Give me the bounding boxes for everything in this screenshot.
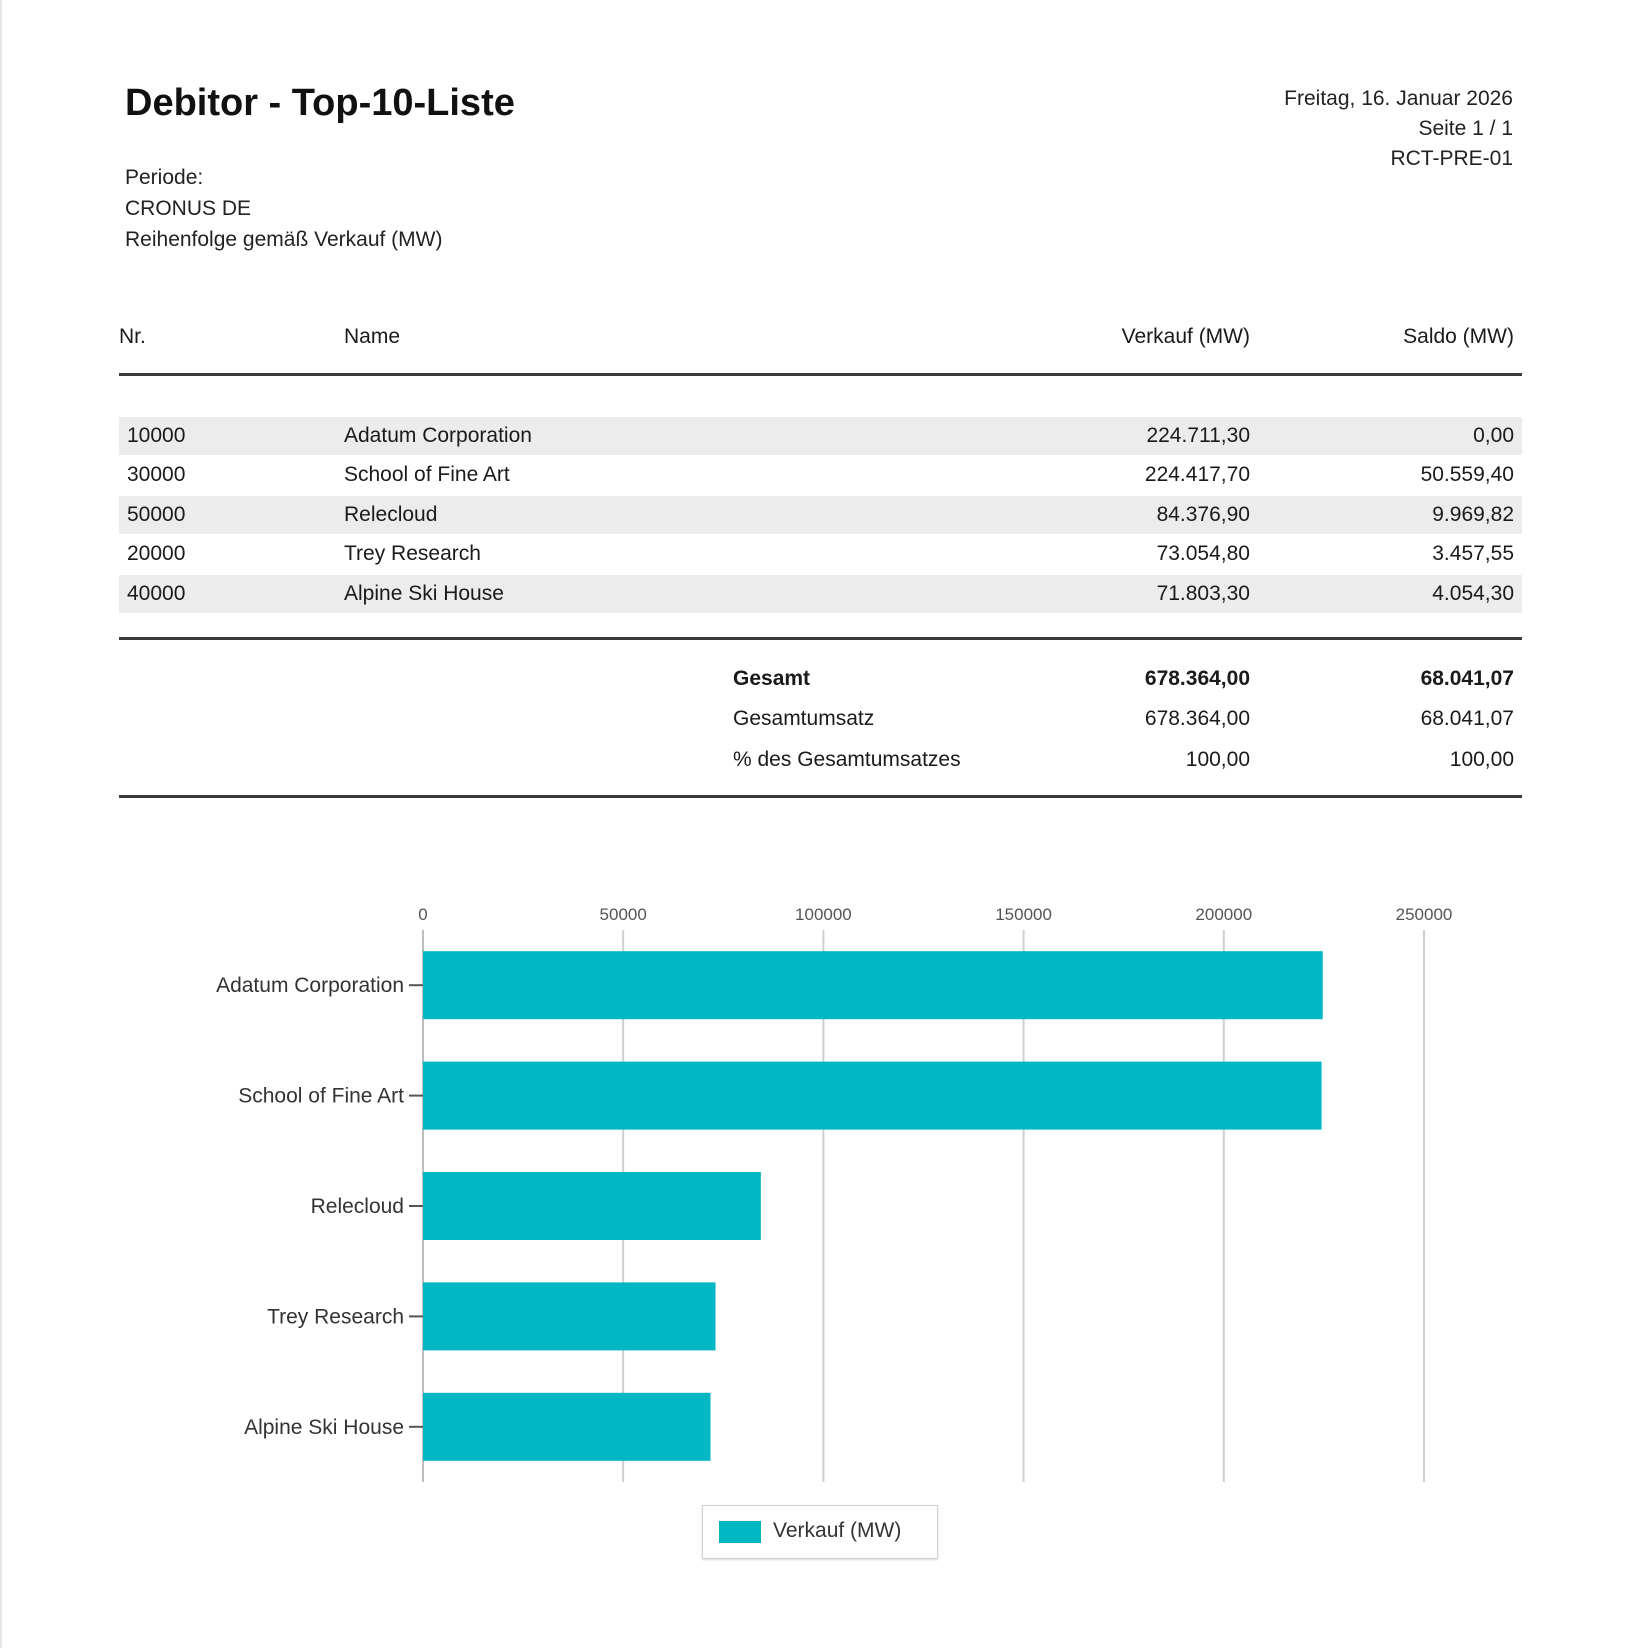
row-nr: 30000 [127, 463, 186, 486]
row-sales: 224.711,30 [1146, 424, 1250, 447]
page-number: Seite 1 / 1 [1418, 117, 1513, 140]
total-balance: 68.041,07 [1420, 667, 1514, 690]
y-category-label: School of Fine Art [238, 1085, 404, 1108]
bar [423, 951, 1323, 1020]
row-balance: 9.969,82 [1432, 503, 1514, 526]
row-balance: 3.457,55 [1432, 542, 1514, 565]
y-category-label: Trey Research [267, 1305, 404, 1328]
bar [423, 1392, 711, 1461]
row-nr: 40000 [127, 582, 186, 605]
header-nr: Nr. [119, 325, 146, 348]
sort-order: Reihenfolge gemäß Verkauf (MW) [125, 228, 443, 251]
row-sales: 84.376,90 [1156, 503, 1250, 526]
row-name: Alpine Ski House [344, 582, 504, 605]
rows-rule [119, 637, 1522, 640]
y-category-label: Adatum Corporation [216, 974, 404, 997]
percent-sales: 100,00 [1185, 748, 1250, 771]
totals-rule [119, 795, 1522, 798]
table-row: 50000 Relecloud 84.376,90 9.969,82 [119, 496, 1522, 534]
header-name: Name [344, 325, 401, 348]
chart-legend: Verkauf (MW) [702, 1505, 938, 1559]
x-tick-label: 50000 [600, 905, 647, 924]
row-sales: 73.054,80 [1156, 542, 1250, 565]
report-meta-left: Periode: CRONUS DE Reihenfolge gemäß Ver… [125, 162, 442, 255]
page-edge [0, 0, 2, 1648]
company-name: CRONUS DE [125, 197, 252, 220]
table-header: Nr. Name Verkauf (MW) Saldo (MW) [119, 325, 1522, 357]
turnover-sales: 678.364,00 [1144, 707, 1250, 730]
totals-row-percent: % des Gesamtumsatzes 100,00 100,00 [119, 748, 1522, 782]
row-sales: 224.417,70 [1144, 463, 1250, 486]
sales-bar-chart: 0 50000 100000 150000 200000 250000 Adatum Cor… [216, 905, 1453, 1482]
bar [423, 1061, 1322, 1130]
report-title: Debitor - Top-10-Liste [125, 82, 515, 124]
turnover-label: Gesamtumsatz [733, 707, 875, 730]
table-row: 20000 Trey Research 73.054,80 3.457,55 [119, 535, 1522, 573]
row-nr: 10000 [127, 424, 186, 447]
row-sales: 71.803,30 [1156, 582, 1250, 605]
x-tick-label: 250000 [1396, 905, 1453, 924]
row-nr: 50000 [127, 503, 186, 526]
y-category-label: Alpine Ski House [244, 1416, 404, 1439]
row-balance: 0,00 [1473, 424, 1514, 447]
legend-swatch [719, 1521, 761, 1543]
percent-balance: 100,00 [1449, 748, 1514, 771]
x-tick-label: 150000 [995, 905, 1052, 924]
bar [423, 1282, 716, 1351]
report-date: Freitag, 16. Januar 2026 [1284, 87, 1513, 110]
table-row: 40000 Alpine Ski House 71.803,30 4.054,3… [119, 575, 1522, 613]
row-balance: 4.054,30 [1432, 582, 1514, 605]
x-tick-label: 100000 [795, 905, 852, 924]
x-tick-label: 200000 [1195, 905, 1252, 924]
header-rule [119, 373, 1522, 376]
x-tick-label: 0 [418, 905, 427, 924]
totals-row-turnover: Gesamtumsatz 678.364,00 68.041,07 [119, 707, 1522, 741]
table-row: 30000 School of Fine Art 224.417,70 50.5… [119, 456, 1522, 494]
total-label: Gesamt [733, 667, 811, 690]
turnover-balance: 68.041,07 [1420, 707, 1514, 730]
row-name: School of Fine Art [344, 463, 510, 486]
period-label: Periode: [125, 166, 204, 189]
bar [423, 1172, 761, 1240]
report-id: RCT-PRE-01 [1390, 147, 1513, 170]
header-sales: Verkauf (MW) [1121, 325, 1250, 348]
row-name: Relecloud [344, 503, 438, 526]
row-balance: 50.559,40 [1420, 463, 1514, 486]
table-row: 10000 Adatum Corporation 224.711,30 0,00 [119, 417, 1522, 455]
row-nr: 20000 [127, 542, 186, 565]
row-name: Adatum Corporation [344, 424, 532, 447]
percent-label: % des Gesamtumsatzes [733, 748, 961, 771]
totals-row-total: Gesamt 678.364,00 68.041,07 [119, 667, 1522, 701]
y-category-label: Relecloud [311, 1195, 404, 1218]
legend-label: Verkauf (MW) [773, 1519, 902, 1542]
row-name: Trey Research [344, 542, 481, 565]
total-sales: 678.364,00 [1144, 667, 1250, 690]
report-meta-right: Freitag, 16. Januar 2026 Seite 1 / 1 RCT… [1284, 84, 1513, 174]
header-balance: Saldo (MW) [1403, 325, 1514, 348]
